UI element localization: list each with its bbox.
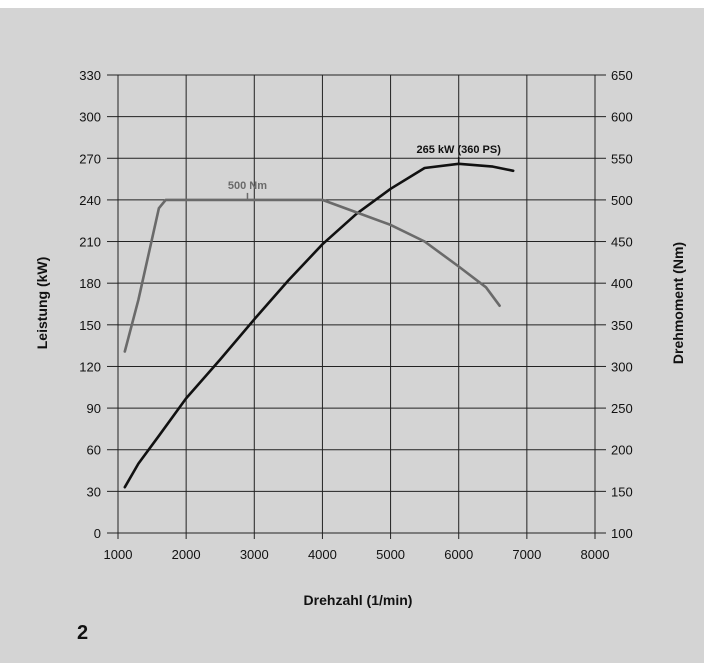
x-tick-label: 1000 xyxy=(104,547,133,562)
y-left-tick-label: 60 xyxy=(87,443,101,458)
x-tick-label: 3000 xyxy=(240,547,269,562)
x-tick-label: 2000 xyxy=(172,547,201,562)
y-left-tick-label: 300 xyxy=(79,110,101,125)
y-left-tick-label: 180 xyxy=(79,276,101,291)
y-left-tick-label: 30 xyxy=(87,484,101,499)
y-left-tick-label: 120 xyxy=(79,359,101,374)
dual-axis-line-chart: 1000 2000 3000 4000 5000 6000 7000 8000 0 100 30 15… xyxy=(34,68,686,608)
tick-labels: 1000 2000 3000 4000 5000 6000 7000 8000 0 100 30 15… xyxy=(79,68,632,562)
series-lines xyxy=(123,162,515,489)
y-left-tick-label: 270 xyxy=(79,151,101,166)
y-right-tick-label: 350 xyxy=(611,318,633,333)
x-tick-label: 4000 xyxy=(308,547,337,562)
annotation-label: 265 kW (360 PS) xyxy=(417,144,502,156)
x-tick-label: 7000 xyxy=(512,547,541,562)
y-right-tick-label: 300 xyxy=(611,359,633,374)
series-line-torque xyxy=(123,198,501,353)
y-right-tick-label: 200 xyxy=(611,443,633,458)
y-right-tick-label: 600 xyxy=(611,110,633,125)
grid xyxy=(107,74,606,539)
y-right-tick-label: 500 xyxy=(611,193,633,208)
x-tick-label: 5000 xyxy=(376,547,405,562)
series-line-power xyxy=(123,162,515,489)
figure-number: 2 xyxy=(77,622,89,644)
y-left-tick-label: 0 xyxy=(94,526,101,541)
y-axis-right-title: Drehmoment (Nm) xyxy=(670,242,686,364)
y-axis-left-title: Leistung (kW) xyxy=(34,257,50,350)
y-right-tick-label: 450 xyxy=(611,235,633,250)
x-tick-label: 6000 xyxy=(444,547,473,562)
x-axis-title: Drehzahl (1/min) xyxy=(304,592,413,608)
x-tick-label: 8000 xyxy=(581,547,610,562)
y-right-tick-label: 250 xyxy=(611,401,633,416)
y-right-tick-label: 100 xyxy=(611,526,633,541)
y-left-tick-label: 330 xyxy=(79,68,101,83)
y-left-tick-label: 90 xyxy=(87,401,101,416)
y-right-tick-label: 150 xyxy=(611,484,633,499)
y-right-tick-label: 400 xyxy=(611,276,633,291)
y-right-tick-label: 650 xyxy=(611,68,633,83)
annotation-label: 500 Nm xyxy=(228,180,267,192)
y-right-tick-label: 550 xyxy=(611,151,633,166)
y-left-tick-label: 150 xyxy=(79,318,101,333)
y-left-tick-label: 210 xyxy=(79,235,101,250)
y-left-tick-label: 240 xyxy=(79,193,101,208)
annotations: 500 Nm 265 kW (360 PS) xyxy=(228,144,501,200)
